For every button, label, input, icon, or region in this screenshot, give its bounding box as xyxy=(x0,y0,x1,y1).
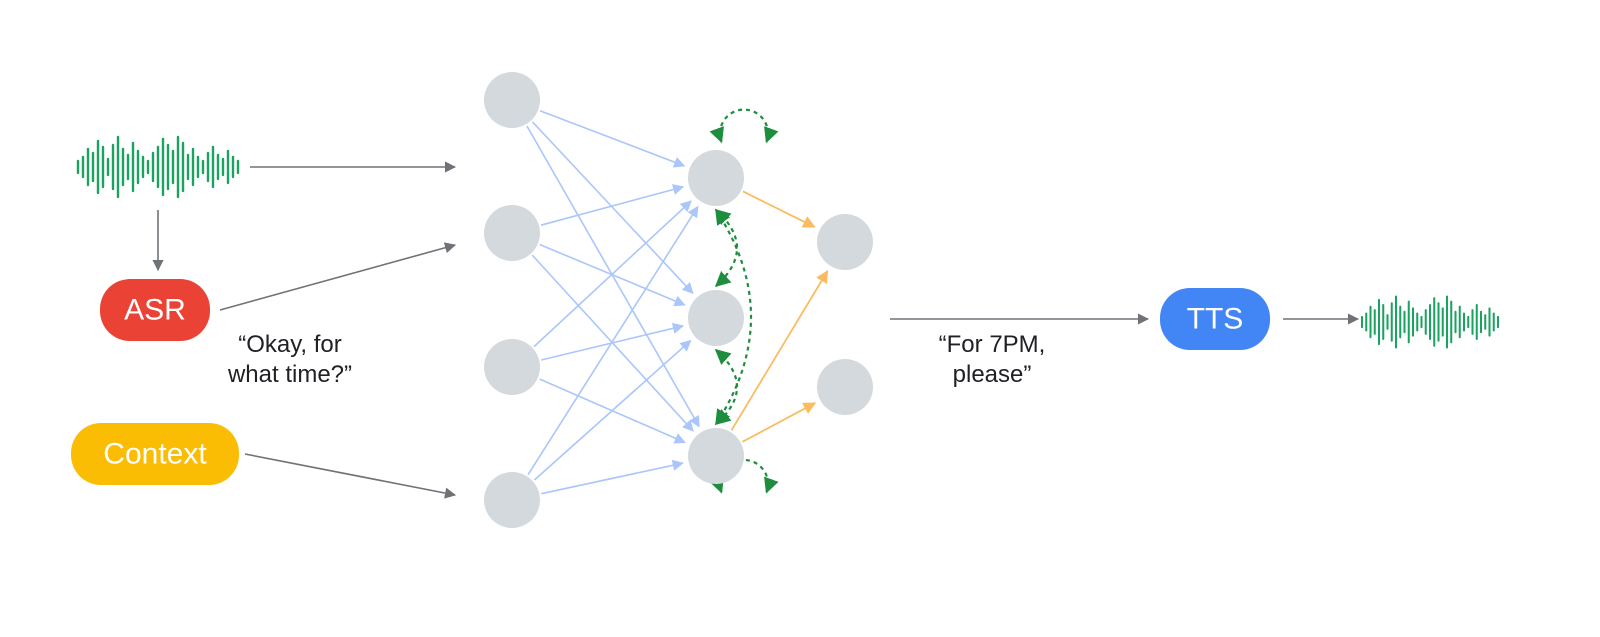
waveform-icon xyxy=(78,137,238,197)
nn-edge-blue xyxy=(540,111,684,166)
svg-text:please”: please” xyxy=(953,361,1032,388)
nn-edge-blue xyxy=(541,463,682,494)
context-label: Context xyxy=(103,438,207,471)
waveform-icon xyxy=(1362,297,1498,348)
nn-node xyxy=(817,359,873,415)
nn-edge-blue xyxy=(532,122,692,293)
asr-pill: ASR xyxy=(100,279,210,341)
flow-arrow xyxy=(245,454,455,495)
nn-edge-orange xyxy=(743,191,815,227)
nn-node xyxy=(688,428,744,484)
flow-arrow xyxy=(220,245,455,310)
tts-pill: TTS xyxy=(1160,288,1270,350)
recurrent-arc xyxy=(716,210,737,286)
context-pill: Context xyxy=(71,423,239,485)
nn-node xyxy=(484,72,540,128)
nn-edge-blue xyxy=(527,126,699,426)
nn-edge-blue xyxy=(534,341,690,480)
nn-node xyxy=(484,205,540,261)
nn-node xyxy=(688,290,744,346)
nn-node xyxy=(484,339,540,395)
recurrent-loop xyxy=(720,110,768,142)
svg-text:“For 7PM,: “For 7PM, xyxy=(939,331,1046,358)
tts-label: TTS xyxy=(1187,303,1244,336)
nn-edge-blue xyxy=(528,207,698,475)
caption-input: “Okay, for what time?” xyxy=(227,331,352,388)
svg-text:“Okay, for: “Okay, for xyxy=(238,331,342,358)
nn-edge-orange xyxy=(742,403,815,442)
nn-edge-orange xyxy=(731,271,827,430)
svg-text:what time?”: what time?” xyxy=(227,361,352,388)
nn-edge-blue xyxy=(534,201,691,347)
caption-output: “For 7PM, please” xyxy=(939,331,1046,388)
nn-node xyxy=(688,150,744,206)
nn-node xyxy=(817,214,873,270)
recurrent-arc xyxy=(716,350,737,424)
diagram-canvas: ASR Context TTS “Okay, for what time?” “For 7… xyxy=(0,0,1600,637)
nn-edge-blue xyxy=(541,187,683,225)
nn-node xyxy=(484,472,540,528)
asr-label: ASR xyxy=(124,294,186,327)
